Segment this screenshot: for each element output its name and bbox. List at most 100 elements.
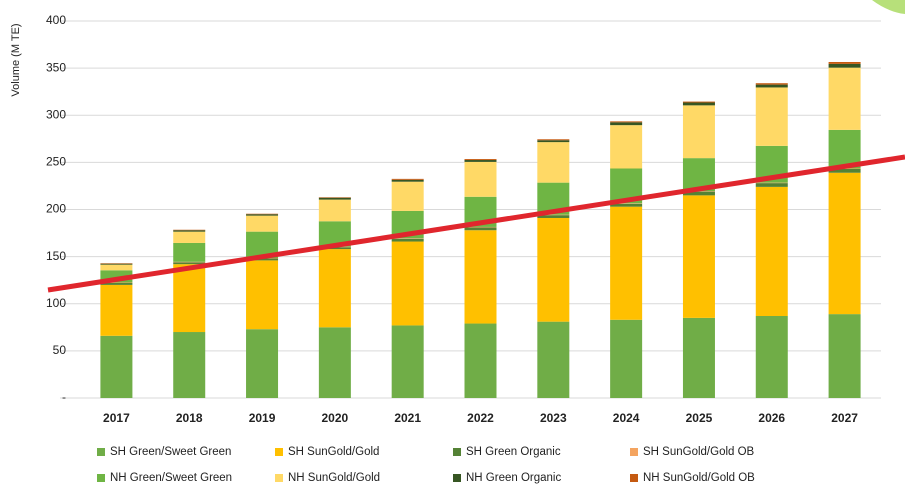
x-tick-label: 2018	[176, 411, 203, 425]
legend-swatch	[97, 448, 105, 456]
bar-segment	[246, 215, 279, 232]
bar-segment	[173, 332, 206, 398]
bar-segment	[682, 105, 715, 159]
bar-segment	[682, 102, 715, 106]
bar-segment	[100, 335, 133, 398]
bar-segment	[755, 84, 788, 88]
bar-segment	[391, 179, 424, 182]
bar-segment	[318, 199, 351, 222]
bar-segment	[537, 139, 570, 141]
bar-segment	[828, 61, 861, 64]
legend-swatch	[453, 474, 461, 482]
y-tick-label: 350	[46, 60, 66, 74]
bar-segment	[246, 260, 279, 330]
bar-segment	[246, 329, 279, 398]
x-tick-label: 2022	[467, 411, 494, 425]
bar-segment	[755, 316, 788, 398]
bar-segment	[391, 181, 424, 211]
bar-segment	[537, 140, 570, 143]
bar-segment	[537, 142, 570, 183]
legend-label: NH SunGold/Gold OB	[643, 472, 755, 484]
bar-segment	[828, 129, 861, 169]
bar-segment	[610, 319, 643, 398]
bar-segment	[391, 325, 424, 398]
y-tick-label: -	[62, 390, 66, 404]
bar-segment	[100, 283, 133, 285]
bar-segment	[173, 231, 206, 243]
legend-swatch	[630, 448, 638, 456]
y-tick-label: 100	[46, 296, 66, 310]
bar-segment	[464, 161, 497, 197]
legend-label: SH SunGold/Gold	[288, 446, 379, 458]
legend-label: SH Green/Sweet Green	[110, 446, 231, 458]
bar-segment	[246, 214, 279, 216]
bar-segment	[464, 159, 497, 161]
bar-segment	[537, 217, 570, 322]
bar-segment	[755, 87, 788, 146]
bar-segment	[391, 178, 424, 180]
bar-segment	[173, 264, 206, 333]
bar-segment	[537, 215, 570, 218]
bar-segment	[537, 321, 570, 398]
bar-segment	[755, 183, 788, 187]
legend-swatch	[630, 474, 638, 482]
y-tick-label: 200	[46, 202, 66, 216]
bar-segment	[464, 160, 497, 162]
bar-segment	[828, 67, 861, 130]
y-tick-label: 250	[46, 155, 66, 169]
bar-segment	[828, 172, 861, 315]
bar-segment	[318, 327, 351, 398]
corner-decoration	[872, 0, 905, 14]
bar-segment	[610, 125, 643, 169]
y-tick-label: 400	[46, 13, 66, 27]
plot: - 50 100 150 200 250 300 350 400 2017 2018 2019 2020…	[46, 13, 881, 425]
x-tick-label: 2027	[831, 411, 858, 425]
trend-line	[47, 154, 905, 293]
x-tick-label: 2021	[394, 411, 421, 425]
bar-segment	[173, 262, 206, 265]
bar-segment	[755, 186, 788, 317]
legend-label: SH Green Organic	[466, 446, 561, 458]
bar-segment	[173, 230, 206, 232]
bar-segment	[828, 314, 861, 398]
x-tick-label: 2019	[249, 411, 276, 425]
bar-segment	[755, 83, 788, 85]
bar-segment	[828, 63, 861, 68]
bar-segment	[464, 323, 497, 398]
bar-segment	[828, 168, 861, 173]
x-tick-label: 2025	[686, 411, 713, 425]
bar-segment	[173, 242, 206, 262]
legend-label: SH SunGold/Gold OB	[643, 446, 755, 458]
x-tick-label: 2017	[103, 411, 130, 425]
legend-label: NH SunGold/Gold	[288, 472, 380, 484]
bar-segment	[682, 191, 715, 196]
legend-swatch	[453, 448, 461, 456]
y-tick-label: 150	[46, 249, 66, 263]
bar-segment	[610, 206, 643, 320]
bar-segment	[610, 203, 643, 207]
x-tick-label: 2020	[322, 411, 349, 425]
bar-segment	[682, 101, 715, 103]
legend-swatch	[275, 474, 283, 482]
bar-segment	[100, 263, 133, 265]
x-tick-label: 2023	[540, 411, 567, 425]
legend-swatch	[97, 474, 105, 482]
bar-segment	[318, 247, 351, 250]
bar-segment	[391, 241, 424, 326]
y-tick-label: 50	[53, 343, 67, 357]
bar-segment	[610, 121, 643, 123]
bar-segment	[100, 284, 133, 336]
bar-segment	[464, 227, 497, 231]
x-tick-label: 2026	[758, 411, 785, 425]
legend-label: NH Green Organic	[466, 472, 561, 484]
y-axis-label: Volume (M TE)	[10, 23, 22, 96]
legend-label: NH Green/Sweet Green	[110, 472, 232, 484]
bar-segment	[246, 258, 279, 261]
legend-swatch	[275, 448, 283, 456]
bar-segment	[682, 195, 715, 318]
bar-segment	[318, 197, 351, 200]
bar-segment	[100, 264, 133, 271]
bar-segment	[682, 317, 715, 398]
bar-segment	[318, 249, 351, 328]
